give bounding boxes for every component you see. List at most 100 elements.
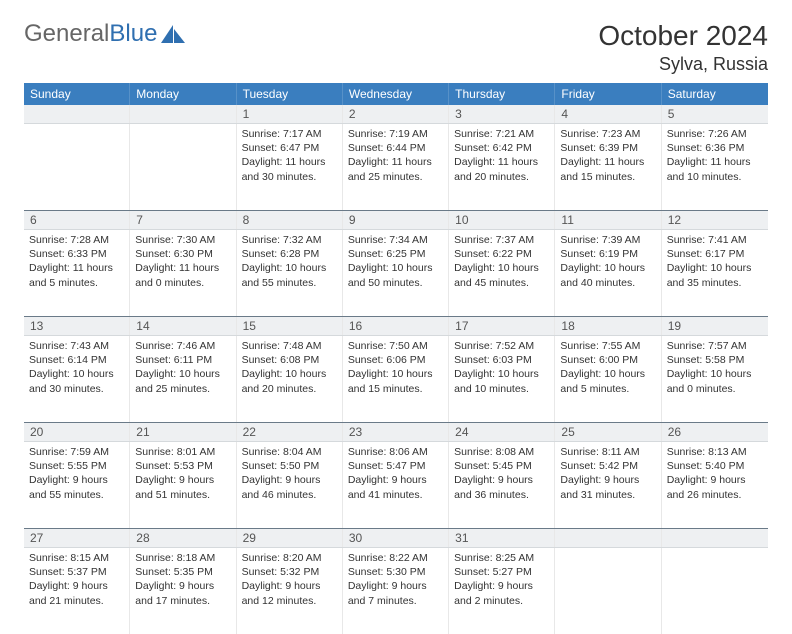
day-details: Sunrise: 7:21 AMSunset: 6:42 PMDaylight:…	[454, 127, 549, 184]
day-details: Sunrise: 7:41 AMSunset: 6:17 PMDaylight:…	[667, 233, 763, 290]
day-number: 17	[449, 317, 555, 335]
day-cell: Sunrise: 8:25 AMSunset: 5:27 PMDaylight:…	[449, 548, 555, 634]
day-details: Sunrise: 7:19 AMSunset: 6:44 PMDaylight:…	[348, 127, 443, 184]
day-cell: Sunrise: 8:06 AMSunset: 5:47 PMDaylight:…	[343, 442, 449, 528]
day-cell: Sunrise: 8:04 AMSunset: 5:50 PMDaylight:…	[237, 442, 343, 528]
day-number: 30	[343, 529, 449, 547]
day-cell: Sunrise: 7:43 AMSunset: 6:14 PMDaylight:…	[24, 336, 130, 422]
daynum-row: 13141516171819	[24, 317, 768, 336]
day-details: Sunrise: 7:30 AMSunset: 6:30 PMDaylight:…	[135, 233, 230, 290]
daynum-row: 2728293031	[24, 529, 768, 548]
day-number: 28	[130, 529, 236, 547]
day-number: 31	[449, 529, 555, 547]
daynum-row: 6789101112	[24, 211, 768, 230]
daynum-row: 12345	[24, 105, 768, 124]
header: GeneralBlue October 2024 Sylva, Russia	[24, 20, 768, 75]
weekday-thursday: Thursday	[449, 83, 555, 105]
week-row: Sunrise: 7:59 AMSunset: 5:55 PMDaylight:…	[24, 442, 768, 529]
day-number: 5	[662, 105, 768, 123]
day-cell: Sunrise: 8:22 AMSunset: 5:30 PMDaylight:…	[343, 548, 449, 634]
day-cell: Sunrise: 7:52 AMSunset: 6:03 PMDaylight:…	[449, 336, 555, 422]
day-details: Sunrise: 7:17 AMSunset: 6:47 PMDaylight:…	[242, 127, 337, 184]
week-row: Sunrise: 7:28 AMSunset: 6:33 PMDaylight:…	[24, 230, 768, 317]
day-number: 20	[24, 423, 130, 441]
brand-part2: Blue	[109, 20, 157, 47]
day-number: 14	[130, 317, 236, 335]
day-number: 12	[662, 211, 768, 229]
day-details: Sunrise: 7:37 AMSunset: 6:22 PMDaylight:…	[454, 233, 549, 290]
day-details: Sunrise: 8:25 AMSunset: 5:27 PMDaylight:…	[454, 551, 549, 608]
day-details: Sunrise: 7:57 AMSunset: 5:58 PMDaylight:…	[667, 339, 763, 396]
day-details: Sunrise: 8:06 AMSunset: 5:47 PMDaylight:…	[348, 445, 443, 502]
day-details: Sunrise: 8:13 AMSunset: 5:40 PMDaylight:…	[667, 445, 763, 502]
day-number	[130, 105, 236, 123]
day-details: Sunrise: 7:59 AMSunset: 5:55 PMDaylight:…	[29, 445, 124, 502]
week-row: Sunrise: 7:43 AMSunset: 6:14 PMDaylight:…	[24, 336, 768, 423]
week-row: Sunrise: 7:17 AMSunset: 6:47 PMDaylight:…	[24, 124, 768, 211]
day-details: Sunrise: 8:15 AMSunset: 5:37 PMDaylight:…	[29, 551, 124, 608]
day-details: Sunrise: 8:11 AMSunset: 5:42 PMDaylight:…	[560, 445, 655, 502]
day-details: Sunrise: 7:28 AMSunset: 6:33 PMDaylight:…	[29, 233, 124, 290]
day-details: Sunrise: 7:34 AMSunset: 6:25 PMDaylight:…	[348, 233, 443, 290]
day-number: 18	[555, 317, 661, 335]
day-number	[555, 529, 661, 547]
day-cell: Sunrise: 8:08 AMSunset: 5:45 PMDaylight:…	[449, 442, 555, 528]
day-cell: Sunrise: 7:28 AMSunset: 6:33 PMDaylight:…	[24, 230, 130, 316]
day-cell: Sunrise: 7:37 AMSunset: 6:22 PMDaylight:…	[449, 230, 555, 316]
day-cell: Sunrise: 7:39 AMSunset: 6:19 PMDaylight:…	[555, 230, 661, 316]
brand-part1: General	[24, 20, 109, 47]
day-cell: Sunrise: 8:15 AMSunset: 5:37 PMDaylight:…	[24, 548, 130, 634]
day-cell: Sunrise: 7:57 AMSunset: 5:58 PMDaylight:…	[662, 336, 768, 422]
day-number: 19	[662, 317, 768, 335]
day-number: 2	[343, 105, 449, 123]
day-cell: Sunrise: 7:59 AMSunset: 5:55 PMDaylight:…	[24, 442, 130, 528]
day-cell: Sunrise: 7:23 AMSunset: 6:39 PMDaylight:…	[555, 124, 661, 210]
day-number: 6	[24, 211, 130, 229]
title-block: October 2024 Sylva, Russia	[598, 20, 768, 75]
day-number: 29	[237, 529, 343, 547]
weekday-header: SundayMondayTuesdayWednesdayThursdayFrid…	[24, 83, 768, 105]
day-details: Sunrise: 7:52 AMSunset: 6:03 PMDaylight:…	[454, 339, 549, 396]
weekday-monday: Monday	[130, 83, 236, 105]
day-number: 9	[343, 211, 449, 229]
day-details: Sunrise: 7:32 AMSunset: 6:28 PMDaylight:…	[242, 233, 337, 290]
day-number: 26	[662, 423, 768, 441]
day-number: 24	[449, 423, 555, 441]
day-details: Sunrise: 8:08 AMSunset: 5:45 PMDaylight:…	[454, 445, 549, 502]
weekday-saturday: Saturday	[662, 83, 768, 105]
month-title: October 2024	[598, 20, 768, 52]
day-details: Sunrise: 7:43 AMSunset: 6:14 PMDaylight:…	[29, 339, 124, 396]
day-number: 8	[237, 211, 343, 229]
day-number: 10	[449, 211, 555, 229]
day-cell	[24, 124, 130, 210]
day-cell: Sunrise: 7:50 AMSunset: 6:06 PMDaylight:…	[343, 336, 449, 422]
day-number: 3	[449, 105, 555, 123]
day-cell: Sunrise: 7:19 AMSunset: 6:44 PMDaylight:…	[343, 124, 449, 210]
day-cell: Sunrise: 7:46 AMSunset: 6:11 PMDaylight:…	[130, 336, 236, 422]
day-cell: Sunrise: 7:41 AMSunset: 6:17 PMDaylight:…	[662, 230, 768, 316]
day-details: Sunrise: 7:48 AMSunset: 6:08 PMDaylight:…	[242, 339, 337, 396]
weekday-tuesday: Tuesday	[237, 83, 343, 105]
day-cell: Sunrise: 8:13 AMSunset: 5:40 PMDaylight:…	[662, 442, 768, 528]
day-cell	[555, 548, 661, 634]
day-cell: Sunrise: 8:01 AMSunset: 5:53 PMDaylight:…	[130, 442, 236, 528]
day-details: Sunrise: 7:23 AMSunset: 6:39 PMDaylight:…	[560, 127, 655, 184]
day-number: 11	[555, 211, 661, 229]
weekday-wednesday: Wednesday	[343, 83, 449, 105]
day-number: 4	[555, 105, 661, 123]
day-number: 21	[130, 423, 236, 441]
calendar: SundayMondayTuesdayWednesdayThursdayFrid…	[24, 83, 768, 634]
day-cell: Sunrise: 7:34 AMSunset: 6:25 PMDaylight:…	[343, 230, 449, 316]
day-cell	[662, 548, 768, 634]
day-number	[662, 529, 768, 547]
day-cell: Sunrise: 8:11 AMSunset: 5:42 PMDaylight:…	[555, 442, 661, 528]
day-cell	[130, 124, 236, 210]
day-details: Sunrise: 7:39 AMSunset: 6:19 PMDaylight:…	[560, 233, 655, 290]
brand-logo: GeneralBlue	[24, 20, 187, 48]
day-number: 7	[130, 211, 236, 229]
day-number: 23	[343, 423, 449, 441]
day-details: Sunrise: 7:55 AMSunset: 6:00 PMDaylight:…	[560, 339, 655, 396]
day-number: 1	[237, 105, 343, 123]
day-details: Sunrise: 8:18 AMSunset: 5:35 PMDaylight:…	[135, 551, 230, 608]
day-details: Sunrise: 8:22 AMSunset: 5:30 PMDaylight:…	[348, 551, 443, 608]
